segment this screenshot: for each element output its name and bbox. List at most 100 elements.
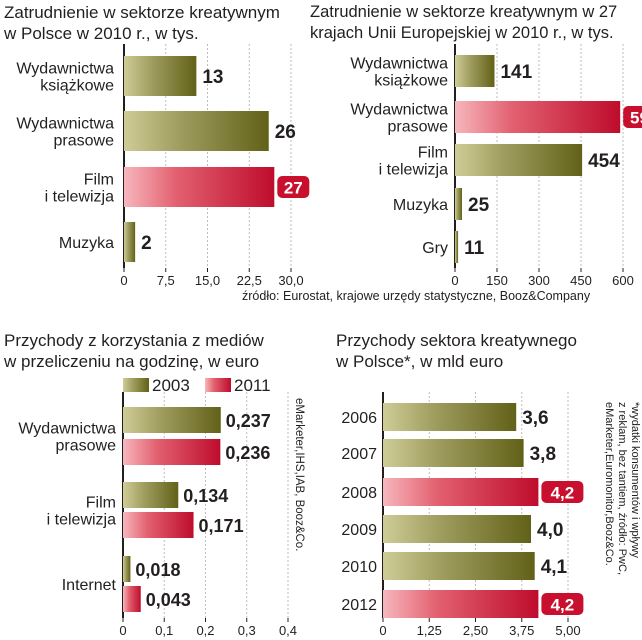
p2-value-label: 141	[500, 62, 532, 83]
p4-bar	[383, 478, 539, 506]
p4-bar	[383, 403, 517, 431]
p3-tick-label: 0,3	[238, 623, 256, 638]
p1-bar	[124, 56, 197, 96]
p1-tick-label: 30,0	[278, 273, 303, 288]
p2-tick-label: 0	[451, 273, 458, 288]
p4-bar	[383, 552, 535, 580]
panel1-title-line2: w Polsce w 2010 r., w tys.	[4, 24, 199, 43]
p1-category-label: Muzyka	[59, 235, 114, 252]
panel1-title: Zatrudnienie w sektorze kreatywnym w Pol…	[4, 2, 280, 44]
p3-legend-swatch-2011	[205, 378, 231, 392]
p4-tick-label: 5,00	[555, 623, 580, 638]
p4-bar	[383, 439, 524, 467]
p4-tick-label: 2,50	[463, 623, 488, 638]
panel4-title-line2: w Polsce*, w mld euro	[336, 352, 504, 371]
p3-bar-2003	[123, 407, 221, 433]
p4-category-label: 2012	[341, 597, 377, 614]
panel3-title: Przychody z korzystania z mediów w przel…	[4, 330, 264, 372]
p3-category-label: prasowe	[56, 438, 117, 455]
p1-category-label: i telewizja	[45, 189, 114, 206]
p3-category-label: Internet	[62, 577, 117, 594]
p1-value-label: 2	[141, 233, 152, 254]
p2-bar	[455, 188, 462, 220]
p2-category-label: Muzyka	[393, 197, 448, 214]
p3-legend-label-2011: 2011	[234, 376, 271, 395]
p1-category-label: Film	[84, 172, 114, 189]
p3-tick-label: 0,2	[196, 623, 214, 638]
p2-bar	[455, 55, 495, 87]
p3-legend-label-2003: 2003	[152, 376, 190, 395]
p1-bar	[124, 222, 136, 262]
p1-tick-label: 15,0	[195, 273, 220, 288]
p2-category-label: książkowe	[374, 73, 448, 90]
p3-legend-swatch-2003	[123, 378, 149, 392]
p3-value-label: 0,237	[226, 411, 271, 431]
p1-category-label: Wydawnictwa	[16, 116, 114, 133]
p4-tick-label: 1,25	[417, 623, 442, 638]
panel4-title-line1: Przychody sektora kreatywnego	[336, 331, 577, 350]
panel1-title-line1: Zatrudnienie w sektorze kreatywnym	[4, 3, 280, 22]
p3-value-label: 0,043	[146, 590, 191, 610]
p1-category-label: prasowe	[54, 133, 115, 150]
p3-bar-2011	[123, 512, 194, 538]
panel2-title: Zatrudnienie w sektorze kreatywnym w 27 …	[310, 2, 617, 44]
p2-bar	[455, 144, 583, 176]
p3-tick-label: 0,4	[279, 623, 297, 638]
p2-tick-label: 600	[612, 273, 634, 288]
p2-value-label: 454	[588, 151, 620, 172]
p4-value-badge	[541, 593, 584, 615]
p2-tick-label: 300	[528, 273, 550, 288]
panel3-title-line1: Przychody z korzystania z mediów	[4, 331, 264, 350]
panel4-title: Przychody sektora kreatywnego w Polsce*,…	[336, 330, 577, 372]
p1-value-badge	[277, 176, 310, 198]
p2-value-badge-text: 590	[630, 109, 642, 128]
p3-tick-label: 0	[119, 623, 126, 638]
p3-category-label: Film	[86, 495, 116, 512]
p4-tick-label: 3,75	[509, 623, 534, 638]
p1-category-label: książkowe	[40, 78, 114, 95]
p4-category-label: 2008	[341, 485, 377, 502]
p2-value-label: 11	[464, 238, 485, 259]
p2-category-label: Gry	[422, 240, 448, 257]
p2-bar	[455, 101, 621, 133]
p2-tick-label: 150	[486, 273, 508, 288]
p1-tick-label: 22,5	[237, 273, 262, 288]
p1-bar	[124, 167, 275, 207]
p3-tick-label: 0,1	[155, 623, 173, 638]
panel2-source: źródło: Eurostat, krajowe urzędy statyst…	[242, 289, 591, 303]
p3-value-label: 0,018	[135, 560, 180, 580]
p2-category-label: i telewizja	[379, 162, 448, 179]
p2-value-badge	[623, 106, 642, 128]
p3-value-label: 0,171	[199, 516, 244, 536]
p2-tick-label: 450	[570, 273, 592, 288]
p4-bar	[383, 515, 531, 543]
p2-category-label: prasowe	[388, 119, 449, 136]
panel2-title-line2: krajach Unii Europejskiej w 2010 r., w t…	[310, 24, 614, 42]
p2-value-label: 25	[468, 195, 490, 216]
p4-value-label: 3,6	[522, 408, 548, 429]
p1-bar	[124, 111, 269, 151]
p4-category-label: 2010	[341, 559, 377, 576]
p4-category-label: 2006	[341, 410, 377, 427]
p4-value-badge	[541, 481, 584, 503]
p2-category-label: Film	[418, 145, 448, 162]
p4-value-label: 4,1	[541, 557, 568, 578]
p4-value-badge-text: 4,2	[551, 596, 575, 615]
p1-category-label: Wydawnictwa	[16, 61, 114, 78]
p4-category-label: 2009	[341, 522, 377, 539]
p1-value-badge-text: 27	[284, 179, 303, 198]
p3-category-label: i telewizja	[47, 512, 116, 529]
p4-value-badge-text: 4,2	[551, 484, 575, 503]
p1-tick-label: 0	[120, 273, 127, 288]
p3-value-label: 0,134	[183, 486, 228, 506]
p2-bar	[455, 231, 459, 263]
p3-value-label: 0,236	[225, 443, 270, 463]
p1-value-label: 26	[275, 122, 296, 143]
p4-tick-label: 0	[379, 623, 386, 638]
p4-value-label: 4,0	[537, 520, 563, 541]
p3-bar-2011	[123, 586, 141, 612]
p4-value-label: 3,8	[530, 444, 556, 465]
p4-category-label: 2007	[341, 446, 377, 463]
